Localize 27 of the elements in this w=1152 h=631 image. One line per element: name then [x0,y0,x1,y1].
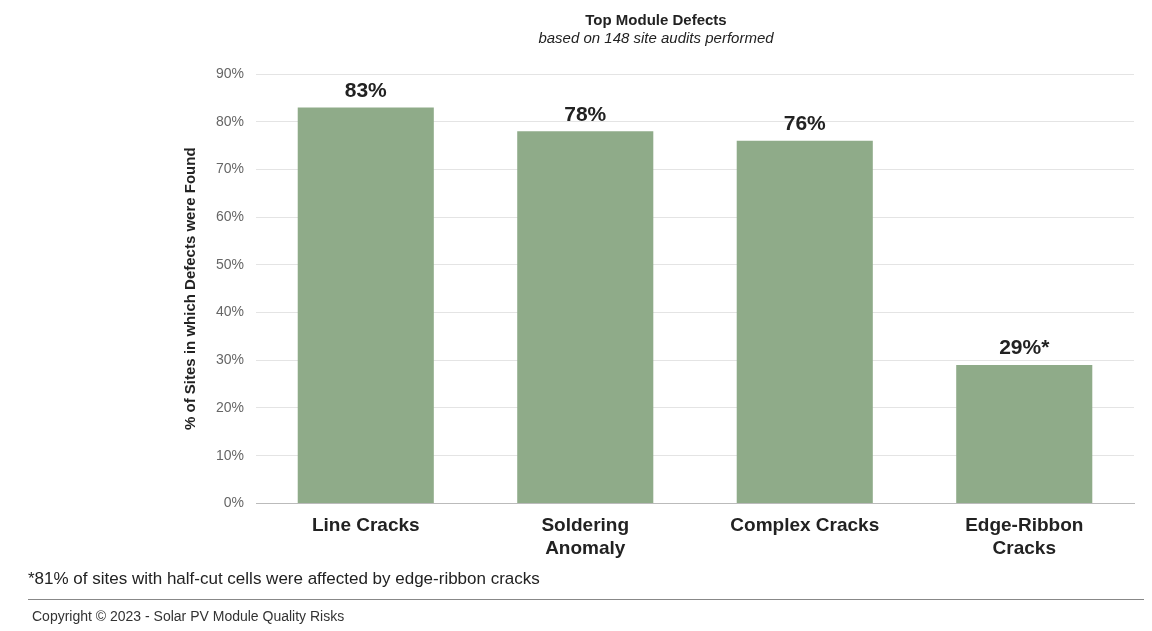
y-tick-label: 50% [215,255,245,272]
bar [736,140,873,503]
bar [297,107,434,503]
y-tick-label: 80% [215,112,245,129]
data-label: 78% [564,101,607,125]
y-tick-label: 20% [215,398,245,415]
x-tick-label: Complex Cracks [730,514,880,536]
data-label: 29%* [999,335,1051,359]
x-tick-label: Line Cracks [311,514,420,536]
x-tick-label: Edge-Ribbon Cracks [965,514,1084,558]
y-tick-label: 90% [215,64,245,81]
text: Copyright © 2023 - Solar PV Module Quality Risks [32,608,346,624]
bar [956,365,1093,503]
y-tick-label: 60% [215,207,245,224]
text: *81% of sites with half-cut cells were affected by edge-ribbon cracks [28,569,1144,600]
bar [517,131,654,503]
y-tick-label: 30% [215,351,245,368]
data-label: 83% [344,77,388,101]
y-axis-title: % of Sites in which Defects were Found [181,147,199,430]
data-label: 76% [783,111,827,135]
chart-subtitle: based on 148 site audits performed [538,29,775,47]
y-tick-label: 70% [215,160,245,177]
chart-title: Top Module Defects [585,11,727,29]
y-tick-label: 10% [215,446,245,463]
y-tick-label: 0% [223,494,245,511]
x-tick-label: Soldering Anomaly [541,514,630,558]
y-tick-label: 40% [215,303,245,320]
